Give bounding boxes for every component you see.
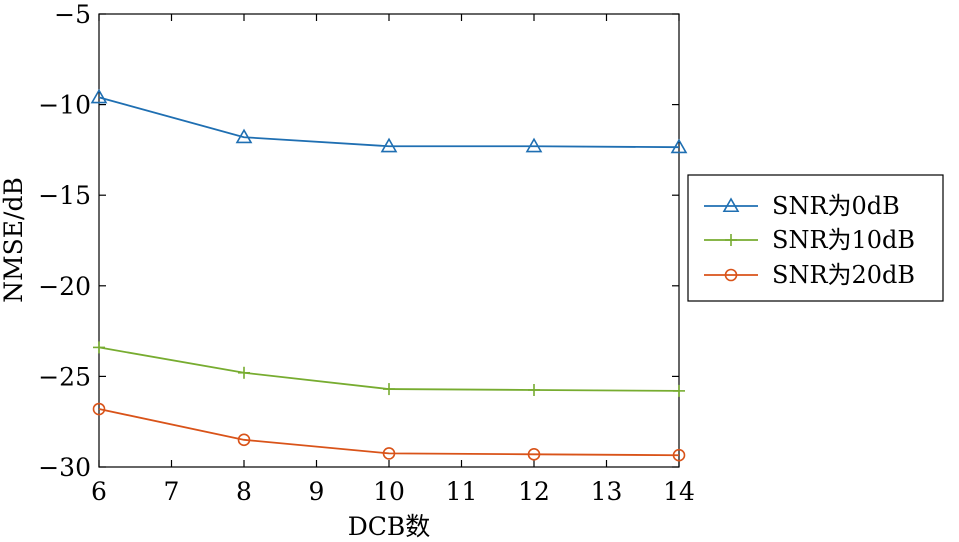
legend-marker [722, 197, 740, 213]
x-tick-label: 13 [591, 477, 623, 506]
series-layer [90, 88, 688, 462]
x-axis-label: DCB数 [348, 512, 431, 541]
y-tick-label: −25 [38, 362, 91, 391]
y-tick-label: −30 [38, 453, 91, 482]
data-point [383, 383, 395, 396]
x-tick-label: 11 [446, 477, 478, 506]
legend-item: SNR为0dB [704, 192, 900, 220]
legend-label: SNR为10dB [772, 226, 915, 254]
legend: SNR为0dB SNR为10dB SNR为20dB [687, 174, 944, 302]
data-point [382, 447, 396, 460]
y-tick-label: −15 [38, 181, 91, 210]
x-tick-label: 14 [663, 477, 695, 506]
data-point [670, 138, 688, 154]
x-tick-label: 6 [91, 477, 107, 506]
y-tick-label: −10 [38, 91, 91, 120]
data-point [380, 137, 398, 153]
data-point [525, 137, 543, 153]
legend-marker [724, 268, 738, 282]
x-tick-label: 12 [518, 477, 550, 506]
data-point [90, 88, 108, 104]
legend-items: SNR为0dB SNR为10dB SNR为20dB [704, 192, 915, 289]
x-axis-ticks: 6 7 8 9 10 11 12 13 14 [91, 14, 695, 506]
series-2 [93, 341, 685, 397]
data-point [237, 433, 251, 447]
y-tick-label: −5 [54, 0, 91, 29]
legend-label: SNR为20dB [772, 261, 915, 289]
x-tick-label: 8 [236, 477, 252, 506]
legend-label: SNR为0dB [772, 192, 900, 220]
x-tick-label: 7 [164, 477, 180, 506]
plot-area [98, 13, 680, 468]
legend-marker [725, 234, 737, 246]
legend-item: SNR为20dB [704, 261, 915, 289]
data-point [235, 128, 253, 144]
series-3 [92, 402, 686, 462]
data-point [92, 402, 106, 416]
y-axis-ticks: −5 −10 −15 −20 −25 −30 [38, 0, 679, 482]
y-tick-label: −20 [38, 272, 91, 301]
y-axis-label: NMSE/dB [0, 177, 28, 303]
data-point [527, 448, 541, 461]
x-tick-label: 10 [373, 477, 405, 506]
series-1 [90, 88, 688, 154]
series-line [98, 96, 680, 149]
data-point [93, 341, 105, 354]
data-point [528, 383, 540, 396]
x-tick-label: 9 [309, 477, 325, 506]
legend-item: SNR为10dB [704, 226, 915, 254]
series-line [98, 408, 680, 457]
data-point [672, 448, 686, 462]
data-point [673, 384, 685, 397]
data-point [238, 366, 250, 379]
